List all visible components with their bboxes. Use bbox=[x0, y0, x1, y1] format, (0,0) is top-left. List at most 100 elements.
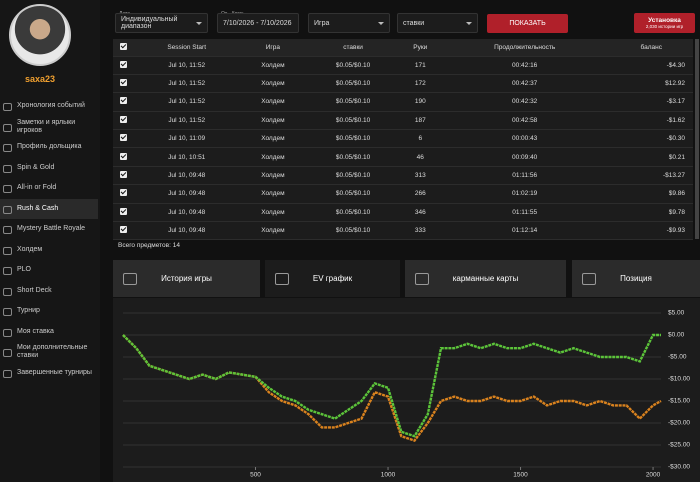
select-all bbox=[113, 39, 133, 57]
table-cell: Холдем bbox=[240, 92, 306, 112]
y-tick-label: -$15.00 bbox=[668, 398, 690, 405]
table-cell: Холдем bbox=[240, 221, 306, 241]
tab[interactable]: карманные карты bbox=[405, 260, 566, 297]
menu-item[interactable]: Профиль дольщика bbox=[0, 137, 98, 158]
x-tick-label: 1500 bbox=[513, 472, 528, 479]
checkbox[interactable] bbox=[119, 226, 127, 234]
checkbox[interactable] bbox=[119, 207, 127, 215]
date-range-select[interactable]: Индивидуальный диапазон bbox=[115, 13, 208, 33]
table-row[interactable]: Jul 10, 09:48 Холдем $0.05/$0.10 313 01:11:5… bbox=[113, 166, 693, 186]
game-select[interactable]: Игра bbox=[308, 13, 390, 33]
table-cell: 00:09:40 bbox=[439, 147, 610, 167]
table-row[interactable]: Jul 10, 10:51 Холдем $0.05/$0.10 46 00:09:40… bbox=[113, 147, 693, 167]
scrollbar[interactable] bbox=[695, 39, 699, 239]
stakes-select[interactable]: ставки bbox=[397, 13, 478, 33]
table-row[interactable]: Jul 10, 09:48 Холдем $0.05/$0.10 266 01:02:1… bbox=[113, 184, 693, 204]
menu-item[interactable]: Short Deck bbox=[0, 281, 98, 302]
table-row[interactable]: Jul 10, 11:52 Холдем $0.05/$0.10 171 00:42:1… bbox=[113, 56, 693, 75]
table-cell: 171 bbox=[400, 56, 440, 75]
table-cell: Холдем bbox=[240, 166, 306, 186]
table-cell: 00:42:58 bbox=[439, 111, 610, 131]
table-row[interactable]: Jul 10, 11:52 Холдем $0.05/$0.10 190 00:42:3… bbox=[113, 92, 693, 112]
select-cell bbox=[113, 92, 133, 112]
table-cell: $0.05/$0.10 bbox=[305, 111, 401, 131]
table-cell: -$13.27 bbox=[609, 166, 693, 186]
y-tick-label: -$10.00 bbox=[668, 376, 690, 383]
table-row[interactable]: Jul 10, 11:52 Холдем $0.05/$0.10 172 00:42:3… bbox=[113, 74, 693, 94]
header-row: Session Start Игра ставки Руки Продолжительн… bbox=[113, 39, 693, 57]
select-cell bbox=[113, 111, 133, 131]
checkbox[interactable] bbox=[119, 134, 127, 142]
table-cell: 172 bbox=[400, 74, 440, 94]
y-tick-label: -$20.00 bbox=[668, 420, 690, 427]
table-cell: $0.05/$0.10 bbox=[305, 92, 401, 112]
install-button[interactable]: Установка 2,030 истории игр bbox=[634, 13, 695, 33]
menu-item[interactable]: Хронология событий bbox=[0, 96, 98, 117]
sidebar: saxa23 Хронология событий Заметки и ярлык… bbox=[0, 0, 100, 482]
table-cell: Jul 10, 11:52 bbox=[133, 111, 241, 131]
table-row[interactable]: Jul 10, 11:09 Холдем $0.05/$0.10 6 00:00:43-… bbox=[113, 129, 693, 149]
show-button[interactable]: ПОКАЗАТЬ bbox=[487, 14, 568, 33]
column-header[interactable]: Руки bbox=[400, 39, 440, 57]
avatar bbox=[9, 4, 71, 66]
select-cell bbox=[113, 74, 133, 94]
menu: Хронология событий Заметки и ярлыки игрок… bbox=[0, 96, 98, 383]
table-cell: $0.05/$0.10 bbox=[305, 56, 401, 75]
table-cell: -$4.30 bbox=[609, 56, 693, 75]
checkbox[interactable] bbox=[119, 79, 127, 87]
select-cell bbox=[113, 56, 133, 75]
date-input[interactable]: 7/10/2026 - 7/10/2026 bbox=[217, 13, 299, 33]
menu-item[interactable]: Spin & Gold bbox=[0, 158, 98, 179]
menu-item[interactable]: Rush & Cash bbox=[0, 198, 98, 219]
table-row[interactable]: Jul 10, 09:48 Холдем $0.05/$0.10 333 01:12:1… bbox=[113, 221, 693, 241]
table-cell: Jul 10, 11:52 bbox=[133, 92, 241, 112]
column-header[interactable]: ставки bbox=[305, 39, 401, 57]
table-cell: 187 bbox=[400, 111, 440, 131]
table-cell: 6 bbox=[400, 129, 440, 149]
table-row[interactable]: Jul 10, 09:48 Холдем $0.05/$0.10 346 01:11:5… bbox=[113, 203, 693, 223]
table-cell: Jul 10, 09:48 bbox=[133, 166, 241, 186]
y-tick-label: -$25.00 bbox=[668, 442, 690, 449]
checkbox[interactable] bbox=[119, 152, 127, 160]
column-header[interactable]: Продолжительность bbox=[439, 39, 610, 57]
checkbox[interactable] bbox=[119, 115, 127, 123]
menu-item[interactable]: PLO bbox=[0, 260, 98, 281]
tab[interactable]: История игры bbox=[113, 260, 260, 297]
menu-item[interactable]: All-in or Fold bbox=[0, 178, 98, 199]
y-tick-label: -$30.00 bbox=[668, 464, 690, 471]
table-row[interactable]: Jul 10, 11:52 Холдем $0.05/$0.10 187 00:42:5… bbox=[113, 111, 693, 131]
tab[interactable]: Позиция bbox=[572, 260, 700, 297]
checkbox[interactable] bbox=[119, 189, 127, 197]
username: saxa23 bbox=[24, 74, 56, 84]
table-cell: $0.05/$0.10 bbox=[305, 147, 401, 167]
table-cell: 190 bbox=[400, 92, 440, 112]
table-cell: $0.05/$0.10 bbox=[305, 166, 401, 186]
ev-chart: $5.00 $0.00 -$5.00 -$10.00 -$15.00 -$20.00 -$2… bbox=[113, 298, 700, 482]
table-cell: Jul 10, 11:09 bbox=[133, 129, 241, 149]
tab[interactable]: EV график bbox=[265, 260, 400, 297]
table-cell: 01:02:19 bbox=[439, 184, 610, 204]
menu-item[interactable]: Турнир bbox=[0, 301, 98, 322]
menu-item[interactable]: Моя ставка bbox=[0, 322, 98, 343]
table-cell: 00:42:32 bbox=[439, 92, 610, 112]
menu-item[interactable]: Заметки и ярлыки игроков bbox=[0, 117, 98, 138]
select-cell bbox=[113, 221, 133, 241]
column-header[interactable]: баланс bbox=[609, 39, 693, 57]
table-cell: 00:42:37 bbox=[439, 74, 610, 94]
checkbox[interactable] bbox=[119, 60, 127, 68]
menu-item[interactable]: Завершенные турниры bbox=[0, 363, 98, 384]
checkbox[interactable] bbox=[119, 171, 127, 179]
menu-item[interactable]: Mystery Battle Royale bbox=[0, 219, 98, 240]
menu-item[interactable]: Мои дополнительные ставки bbox=[0, 342, 98, 363]
column-header[interactable]: Session Start bbox=[133, 39, 241, 57]
table-cell: $9.86 bbox=[609, 184, 693, 204]
table-cell: Jul 10, 09:48 bbox=[133, 221, 241, 241]
checkbox[interactable] bbox=[119, 42, 127, 50]
table-cell: 00:42:16 bbox=[439, 56, 610, 75]
menu-item[interactable]: Холдем bbox=[0, 240, 98, 261]
checkbox[interactable] bbox=[119, 97, 127, 105]
table-cell: 00:00:43 bbox=[439, 129, 610, 149]
column-header[interactable]: Игра bbox=[240, 39, 306, 57]
select-cell bbox=[113, 129, 133, 149]
